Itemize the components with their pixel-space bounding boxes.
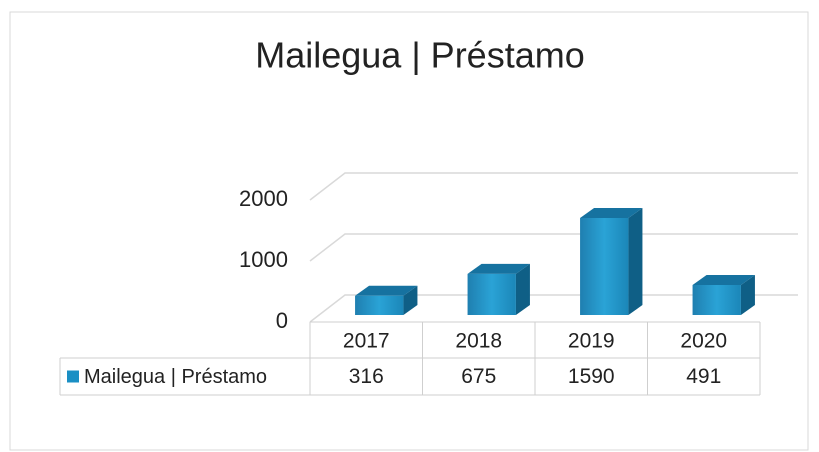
x-tick-label: 2020 <box>680 330 727 353</box>
x-tick-label: 2018 <box>455 330 502 353</box>
grid-line <box>309 172 798 201</box>
bar-side <box>740 275 755 315</box>
bar <box>580 208 643 315</box>
bar-side <box>403 285 418 315</box>
bar-front <box>692 285 741 315</box>
bar-front <box>467 273 516 315</box>
y-tick-label: 1000 <box>239 247 288 272</box>
bar <box>355 285 418 315</box>
legend-label: Mailegua | Préstamo <box>84 366 267 388</box>
grid-line <box>309 294 798 323</box>
bar-top <box>580 208 643 219</box>
bar-top <box>692 275 755 286</box>
table-value: 1590 <box>568 365 615 388</box>
chart-title: Mailegua | Préstamo <box>255 35 585 76</box>
x-tick-label: 2017 <box>343 330 390 353</box>
chart-frame <box>9 11 809 451</box>
bar-front <box>580 218 629 315</box>
grid-line <box>309 233 798 262</box>
table-value: 491 <box>686 365 721 388</box>
bar-front <box>355 295 404 315</box>
x-tick-label: 2019 <box>568 330 615 353</box>
legend-swatch <box>67 370 79 383</box>
bar-side <box>628 208 643 315</box>
table-value: 675 <box>461 365 496 388</box>
bar-top <box>467 263 530 274</box>
y-tick-label: 0 <box>276 308 288 333</box>
table-value: 316 <box>349 365 384 388</box>
bar <box>467 263 530 315</box>
y-tick-label: 2000 <box>239 186 288 211</box>
bar <box>692 275 755 315</box>
bar-top <box>355 285 418 296</box>
bar-side <box>515 263 530 315</box>
